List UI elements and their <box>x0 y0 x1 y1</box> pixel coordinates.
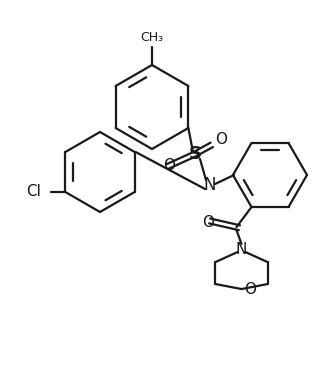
Text: CH₃: CH₃ <box>140 31 164 44</box>
Text: N: N <box>236 241 247 257</box>
Text: O: O <box>215 132 227 148</box>
Text: S: S <box>189 145 201 163</box>
Text: Cl: Cl <box>26 185 41 200</box>
Text: O: O <box>244 281 257 297</box>
Text: O: O <box>163 159 175 174</box>
Text: N: N <box>204 176 216 194</box>
Text: O: O <box>203 215 215 229</box>
